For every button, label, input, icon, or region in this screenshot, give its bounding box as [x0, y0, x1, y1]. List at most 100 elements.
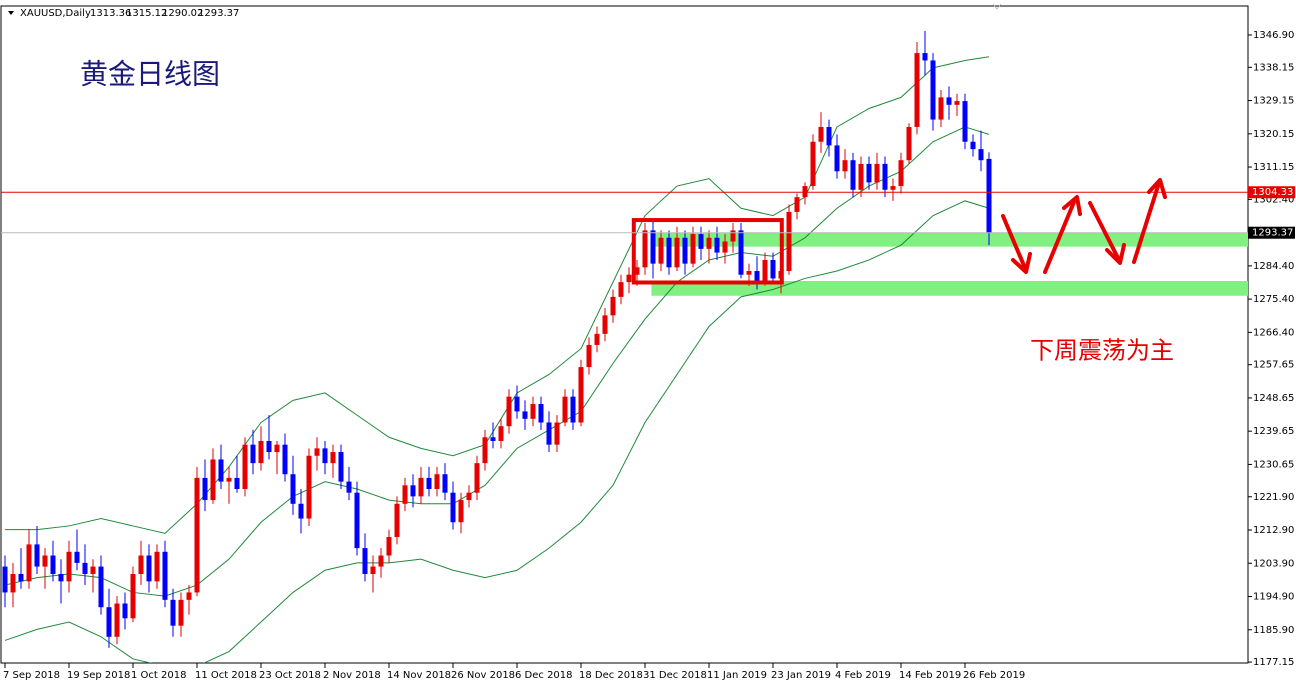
header-open: 1313.36	[90, 8, 131, 19]
candle-body	[242, 444, 248, 489]
candle-body	[802, 186, 808, 198]
symbol: XAUUSD,Daily	[20, 8, 91, 19]
candle-body	[218, 459, 224, 482]
candle-body	[618, 282, 624, 297]
candle-body	[546, 422, 552, 445]
scroll-marker	[992, 3, 1002, 10]
candle-body	[930, 60, 936, 120]
x-tick-label: 6 Dec 2018	[515, 670, 573, 681]
candle-body	[978, 149, 984, 161]
candle-body	[170, 599, 176, 626]
candle-body	[362, 548, 368, 574]
candle-body	[522, 411, 528, 419]
candle-body	[410, 485, 416, 497]
candle-body	[594, 333, 600, 345]
candle-body	[578, 367, 584, 423]
candle-body	[26, 544, 32, 582]
annotation: 下周震荡为主	[1030, 337, 1174, 365]
candle-body	[746, 271, 752, 275]
candle-body	[498, 426, 504, 441]
candle-body	[458, 500, 464, 523]
candle-body	[42, 555, 48, 567]
candle-body	[202, 477, 208, 501]
candle-body	[90, 566, 96, 574]
candle-body	[418, 477, 424, 497]
candle-body	[730, 230, 736, 242]
candle-body	[506, 396, 512, 427]
y-tick-label: 1221.90	[1253, 492, 1294, 503]
current-price-label: 1293.37	[1252, 228, 1293, 239]
candle-body	[114, 603, 120, 637]
candle-body	[570, 396, 576, 423]
candle-body	[874, 163, 880, 183]
plot-area	[1, 30, 1248, 663]
candle-body	[554, 422, 560, 445]
arrow	[1001, 214, 1027, 270]
candle-body	[18, 573, 24, 582]
candle-body	[186, 592, 192, 600]
y-tick-label: 1239.65	[1253, 426, 1294, 437]
candle-body	[82, 562, 88, 574]
header-low: 1290.02	[162, 8, 203, 19]
candle-body	[338, 452, 344, 482]
candle-body	[314, 448, 320, 456]
candle-body	[986, 158, 992, 233]
candle-body	[946, 97, 952, 105]
candle-body	[770, 259, 776, 279]
support-zone	[651, 232, 1248, 247]
candle-body	[858, 163, 864, 190]
x-tick-label: 26 Feb 2019	[963, 670, 1025, 681]
candle-body	[282, 444, 288, 475]
candle-body	[586, 344, 592, 368]
y-tick-label: 1203.90	[1253, 558, 1294, 569]
chart-title: 黄金日线图	[80, 58, 220, 91]
candle-body	[66, 551, 72, 582]
candle-body	[154, 551, 160, 582]
x-tick-label: 11 Oct 2018	[195, 670, 257, 681]
arrow	[1088, 201, 1120, 260]
bollinger-band	[5, 56, 990, 534]
candle-body	[330, 452, 336, 464]
support-zone	[651, 281, 1248, 296]
y-tick-label: 1177.15	[1253, 657, 1294, 668]
x-tick-label: 1 Oct 2018	[131, 670, 186, 681]
y-tick-label: 1275.40	[1253, 294, 1294, 305]
candle-body	[402, 485, 408, 504]
candle-body	[162, 551, 168, 600]
x-tick-label: 26 Nov 2018	[451, 670, 515, 681]
y-tick-label: 1230.65	[1253, 459, 1294, 470]
candle-body	[146, 555, 152, 582]
x-tick-label: 14 Nov 2018	[387, 670, 451, 681]
candle-body	[666, 237, 672, 268]
arrow-head	[1062, 195, 1082, 216]
candle-body	[866, 163, 872, 183]
candle-body	[234, 477, 240, 489]
y-tick-label: 1194.90	[1253, 592, 1294, 603]
candle-body	[538, 404, 544, 423]
candle-body	[834, 145, 840, 172]
candle-body	[850, 160, 856, 190]
candle-body	[714, 237, 720, 253]
candle-body	[786, 211, 792, 272]
candle-body	[178, 599, 184, 626]
candle-body	[298, 503, 304, 519]
candle-body	[434, 474, 440, 489]
candle-body	[450, 492, 456, 523]
candle-body	[842, 160, 848, 172]
candle-body	[722, 241, 728, 253]
candle-body	[610, 296, 616, 316]
candle-body	[74, 551, 80, 563]
candle-body	[290, 474, 296, 504]
y-tick-label: 1266.40	[1253, 327, 1294, 338]
candle-body	[370, 566, 376, 574]
candle-body	[674, 237, 680, 268]
y-tick-label: 1248.65	[1253, 393, 1294, 404]
candle-body	[490, 437, 496, 441]
candle-body	[658, 237, 664, 264]
forecast-arrows	[1001, 178, 1167, 274]
y-tick-label: 1302.40	[1253, 194, 1294, 205]
candle-body	[690, 234, 696, 264]
candle-body	[906, 126, 912, 161]
range-box	[631, 218, 784, 285]
level-label: 1304.33	[1252, 187, 1293, 198]
